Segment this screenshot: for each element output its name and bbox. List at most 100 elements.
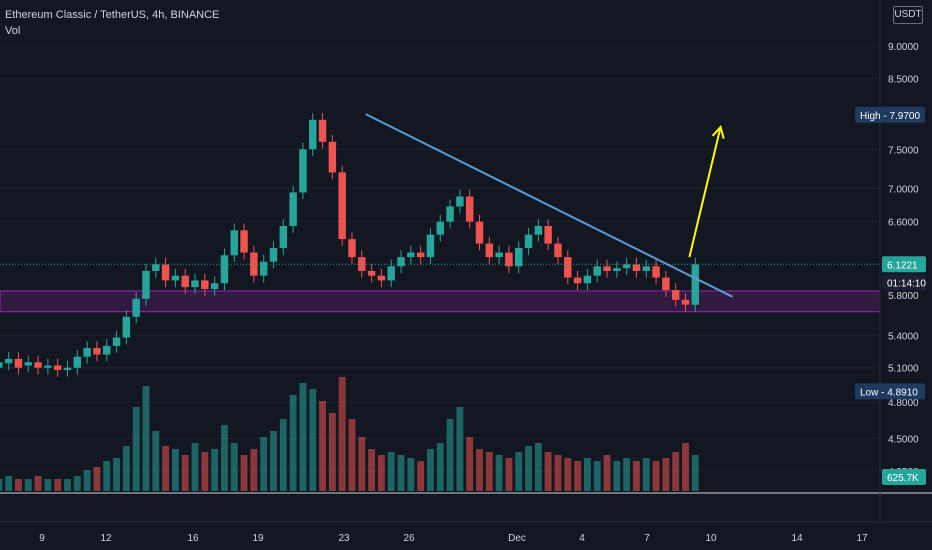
volume-bar [319,401,326,491]
time-tick-label: 14 [791,533,803,544]
candle-body [269,248,278,262]
volume-bar [593,461,601,491]
candle-body [691,264,700,305]
volume-bar [446,419,454,491]
candle-body [515,248,523,267]
volume-bar [279,419,287,491]
high-badge-text: High - 7.9700 [860,111,920,122]
candle-body [210,283,219,290]
candle-body [338,172,346,240]
candle-body [191,280,199,288]
candle-body [377,275,386,281]
candle-body [524,234,533,249]
volume-bar [250,449,258,491]
volume-bar [377,455,385,491]
candle-body [83,348,91,357]
candle-body [397,257,405,267]
candle-body [14,358,23,368]
price-tick-label: 7.0000 [888,184,919,195]
volume-bar [113,458,120,491]
volume-bar [73,476,81,491]
candle-body [485,243,494,258]
candle-body [632,264,641,271]
candle-body [250,252,258,276]
candle-body [328,141,337,173]
volume-bar [122,446,130,491]
current-price-badge: 6.1221 [882,256,926,273]
volume-bar [328,413,336,491]
volume-bar [83,470,91,491]
candle-body [34,362,42,368]
candle-body [642,266,650,271]
time-tick-label: 7 [644,533,650,544]
volume-bar [0,479,3,491]
volume-bar [476,449,483,491]
volume-bar [387,452,395,491]
volume-bar [485,452,493,491]
time-tick-label: 26 [403,533,415,544]
candle-body [407,252,415,258]
volume-bar [505,458,513,491]
candle-body [230,230,238,256]
candle-body [426,234,435,258]
volume-bar [417,461,425,491]
volume-bar [103,461,111,491]
candle-body [681,299,690,305]
volume-bar [427,449,434,491]
candle-body [603,266,611,271]
currency-unit-button[interactable]: USDT [893,6,923,24]
candle-body [152,264,160,271]
candle-body [367,270,376,276]
volume-bar [397,455,405,491]
low-badge-text: Low - 4.8910 [860,387,918,398]
high-badge: High - 7.9700 [855,106,925,123]
candle-body [387,266,395,281]
price-tick-label: 5.4000 [888,331,919,342]
candle-body [53,365,62,370]
volume-bar [24,479,32,491]
volume-bar [270,431,277,491]
volume-bar [260,437,268,491]
price-tick-label: 4.5000 [888,435,919,446]
candle-body [662,277,670,291]
volume-bar [299,383,307,491]
projection-arrow-line [688,126,722,258]
volume-bar [93,467,101,491]
current-price-badge-bg [882,256,926,273]
candle-body [348,239,356,258]
volume-bar [44,479,52,491]
candle-body [652,266,660,278]
candle-body [475,221,484,244]
time-tick-label: 17 [856,533,868,544]
volume-bar [5,476,13,491]
time-tick-label: 16 [187,533,199,544]
candle-body [142,270,150,299]
volume-bar [309,389,317,491]
countdown-badge: 01:14:10 [882,274,926,291]
candle-body [416,252,425,258]
time-tick-label: 23 [338,533,350,544]
volume-bar [633,461,640,491]
volume-bar [201,452,209,491]
time-tick-label: 19 [252,533,264,544]
projection-arrow-head [711,125,725,139]
candle-body [671,290,680,300]
volume-bar [54,479,62,491]
candle-body [73,356,82,368]
volume-bar [544,452,552,491]
volume-bar [338,377,346,491]
volume-bar [142,386,150,491]
volume-bar [583,458,591,491]
time-tick-label: 9 [39,533,45,544]
price-tick-label: 6.6000 [888,218,919,229]
price-tick-label: 7.5000 [888,145,919,156]
candle-body [279,225,288,249]
volume-bar [132,407,140,491]
volume-bar [181,455,189,491]
volume-bar [662,458,670,491]
volume-bar [525,446,532,491]
candle-body [63,367,72,370]
price-tick-label: 5.1000 [888,364,919,375]
high-badge-bg [855,106,925,123]
